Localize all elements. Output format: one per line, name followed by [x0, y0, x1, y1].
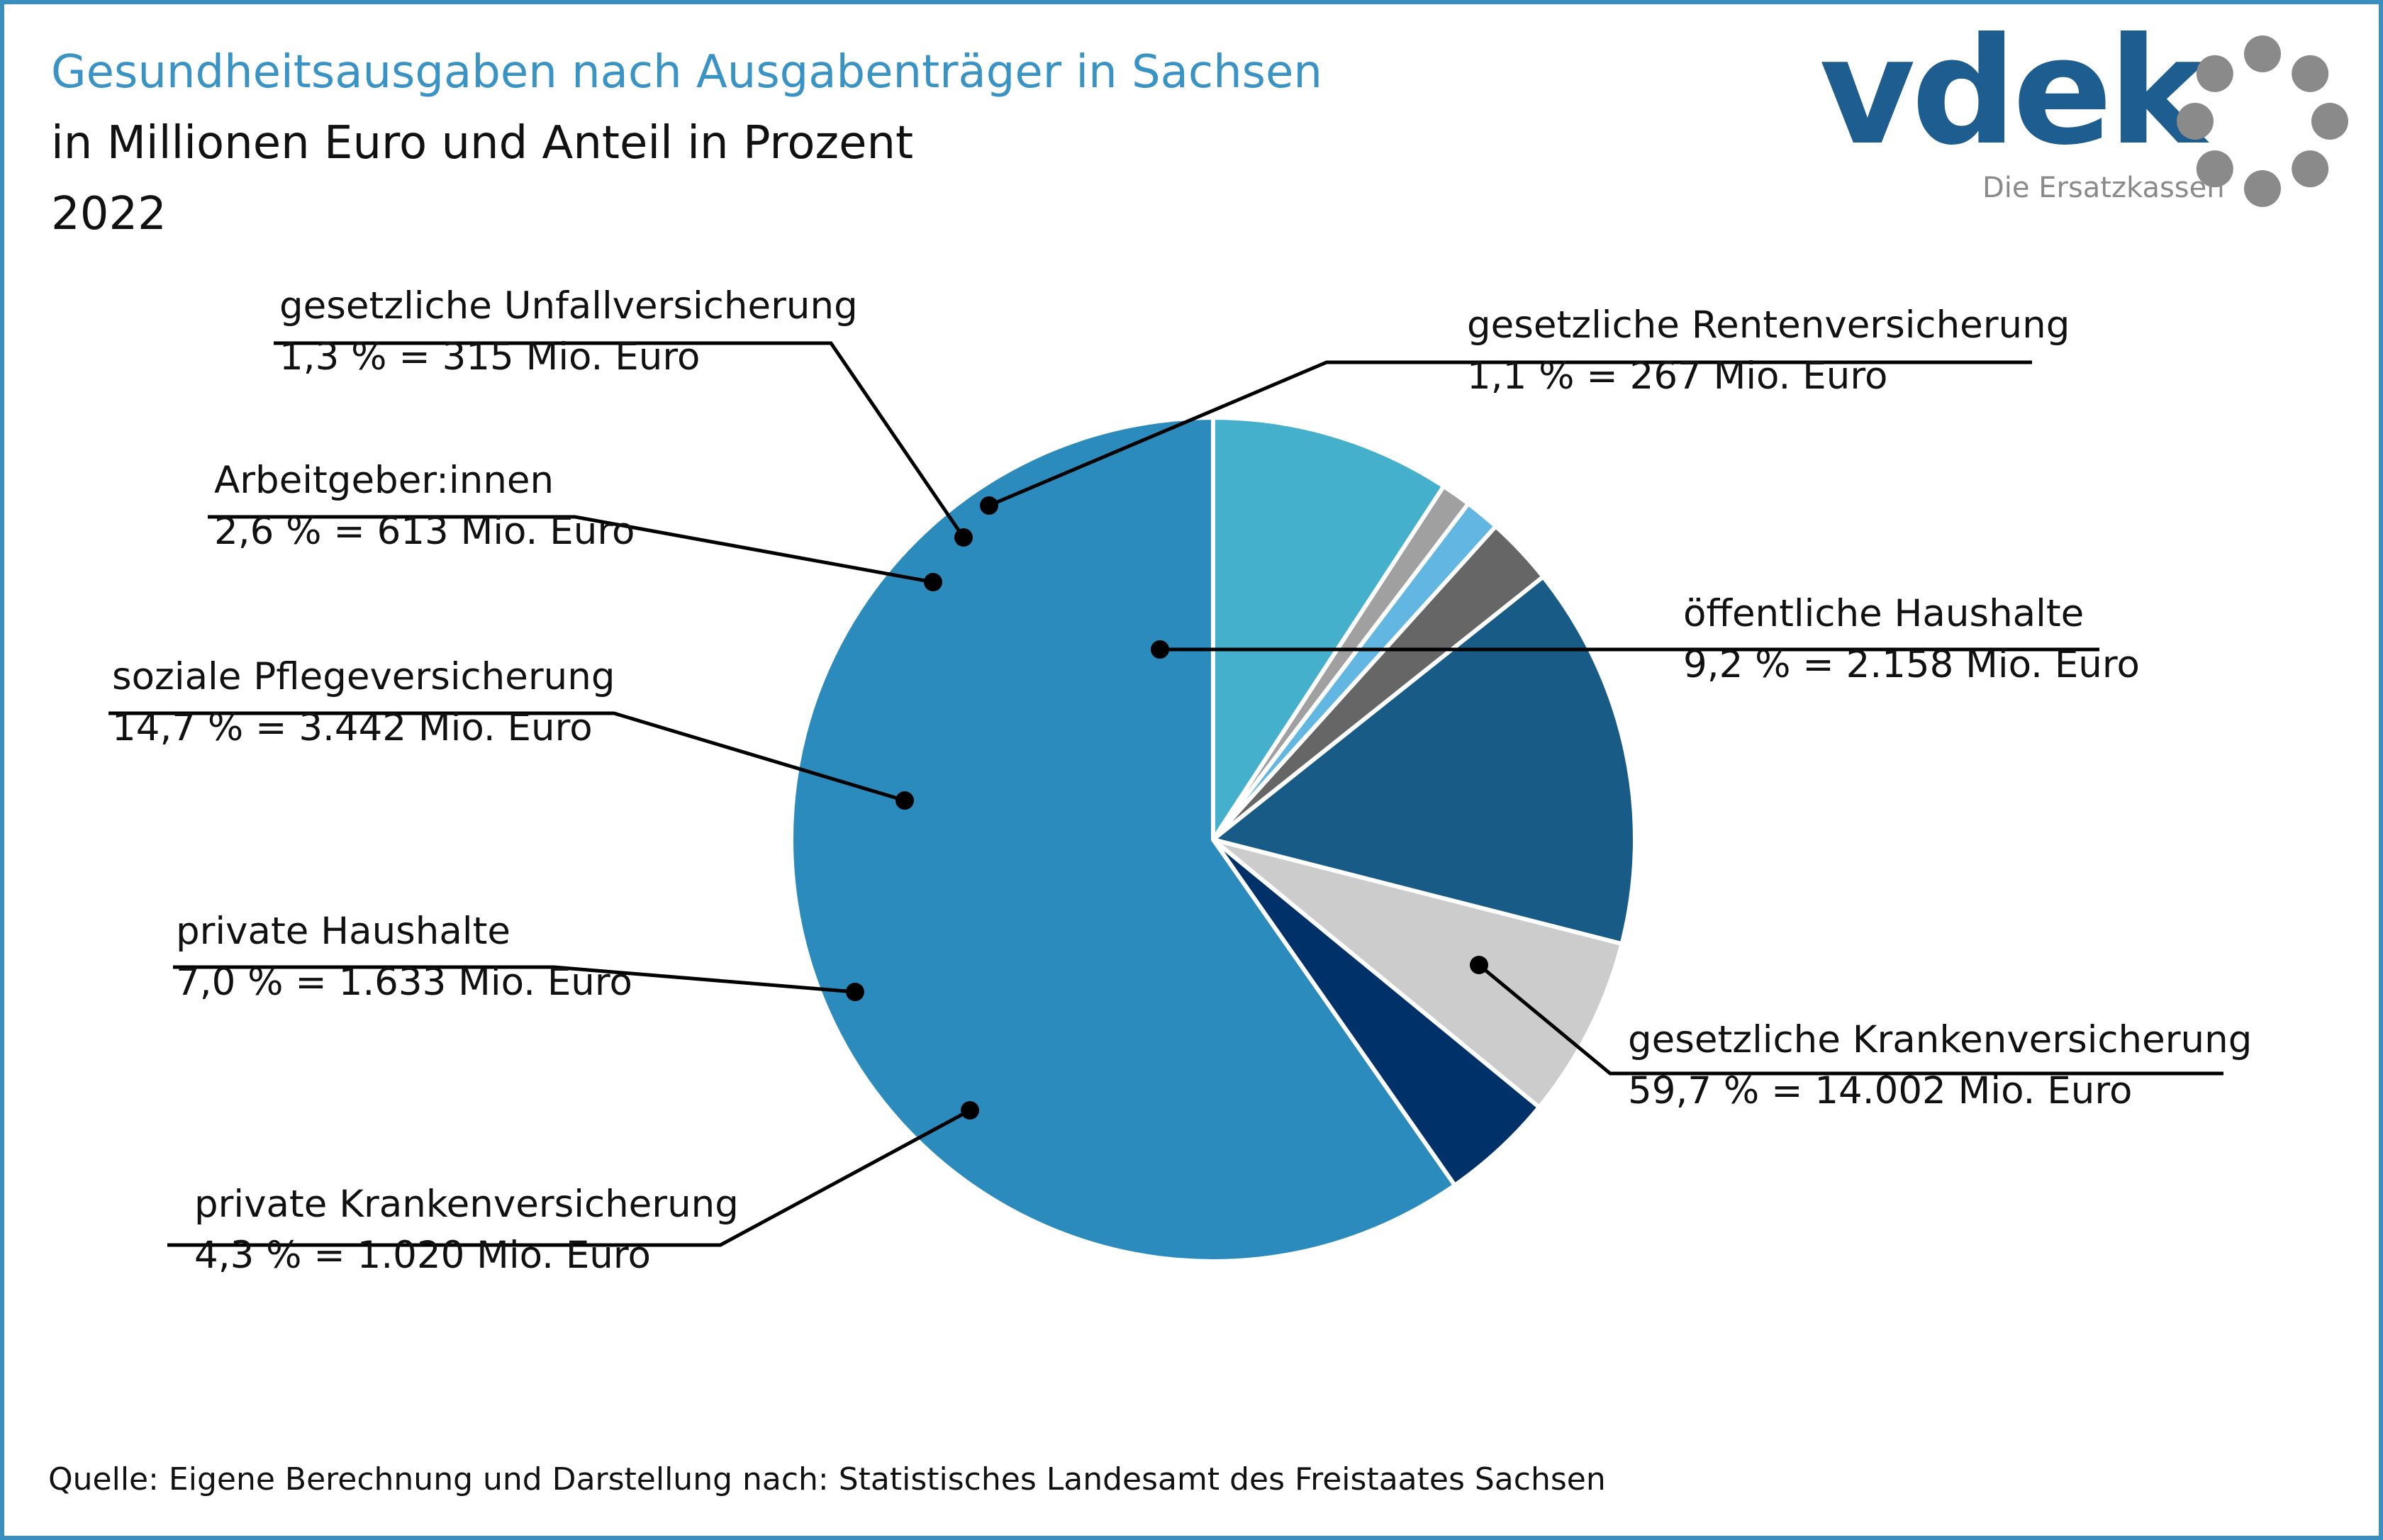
- vdek-logo: vdek Die Ersatzkassen: [1819, 18, 2351, 210]
- leader-dot: [961, 1101, 979, 1120]
- logo-dot: [2311, 103, 2348, 140]
- ring-of-dots-icon: [2177, 35, 2348, 207]
- leader-line: [274, 341, 966, 539]
- slice-name-label: private Haushalte: [176, 910, 510, 953]
- leader-dot: [895, 791, 914, 810]
- slice-name-label: gesetzliche Unfallversicherung: [279, 284, 858, 328]
- slice-name-label: soziale Pflegeversicherung: [112, 655, 615, 698]
- pie-slice: [1211, 837, 1541, 1188]
- slice-name-label: private Krankenversicherung: [194, 1183, 739, 1226]
- slice-value-label: 1,3 % = 315 Mio. Euro: [279, 335, 700, 379]
- leader-line: [208, 515, 934, 584]
- slice-name-label: Arbeitgeber:innen: [214, 459, 554, 502]
- chart-year: 2022: [51, 188, 167, 240]
- slice-value-label: 2,6 % = 613 Mio. Euro: [214, 510, 635, 553]
- slice-value-label: 1,1 % = 267 Mio. Euro: [1467, 355, 1887, 398]
- logo-dot: [2196, 55, 2233, 92]
- leader-line: [173, 965, 856, 994]
- logo-dot: [2177, 103, 2214, 140]
- slice-value-label: 7,0 % = 1.633 Mio. Euro: [176, 961, 632, 1004]
- leader-dot: [1151, 640, 1169, 659]
- slice-name-label: öffentliche Haushalte: [1683, 592, 2084, 635]
- slice-value-label: 14,7 % = 3.442 Mio. Euro: [112, 706, 593, 749]
- logo-tagline: Die Ersatzkassen: [1982, 172, 2225, 204]
- pie-slice: [1211, 837, 1624, 1110]
- slice-name-label: gesetzliche Krankenversicherung: [1628, 1018, 2252, 1061]
- leader-line: [108, 711, 905, 803]
- logo-dot: [2196, 150, 2233, 188]
- chart-subtitle: in Millionen Euro und Anteil in Prozent: [51, 117, 914, 169]
- logo-dot: [2292, 150, 2329, 188]
- leader-dot: [980, 496, 998, 515]
- pie-slice: [1211, 415, 1446, 842]
- leader-line: [167, 1108, 971, 1247]
- leader-line: [1478, 964, 2223, 1076]
- slice-value-label: 9,2 % = 2.158 Mio. Euro: [1683, 643, 2140, 686]
- leader-dot: [954, 528, 973, 547]
- logo-dot: [2244, 35, 2281, 72]
- leader-line: [988, 360, 2032, 508]
- logo-wordmark: vdek: [1819, 6, 2206, 178]
- pie-chart: gesetzliche Krankenversicherung 59,7 % = …: [108, 284, 2252, 1277]
- slice-value-label: 4,3 % = 1.020 Mio. Euro: [194, 1234, 651, 1277]
- slice-name-label: gesetzliche Rentenversicherung: [1467, 303, 2070, 347]
- leader-dot: [1470, 956, 1488, 974]
- leader-dot: [846, 983, 864, 1001]
- logo-dot: [2244, 170, 2281, 207]
- chart-source: Quelle: Eigene Berechnung und Darstellun…: [48, 1461, 1606, 1497]
- leader-dot: [924, 573, 942, 591]
- pie-slice: [1211, 574, 1637, 947]
- pie-slice: [789, 415, 1457, 1263]
- logo-dot: [2292, 55, 2329, 92]
- slice-value-label: 59,7 % = 14.002 Mio. Euro: [1628, 1069, 2132, 1112]
- chart-title: Gesundheitsausgaben nach Ausgabenträger …: [51, 46, 1322, 99]
